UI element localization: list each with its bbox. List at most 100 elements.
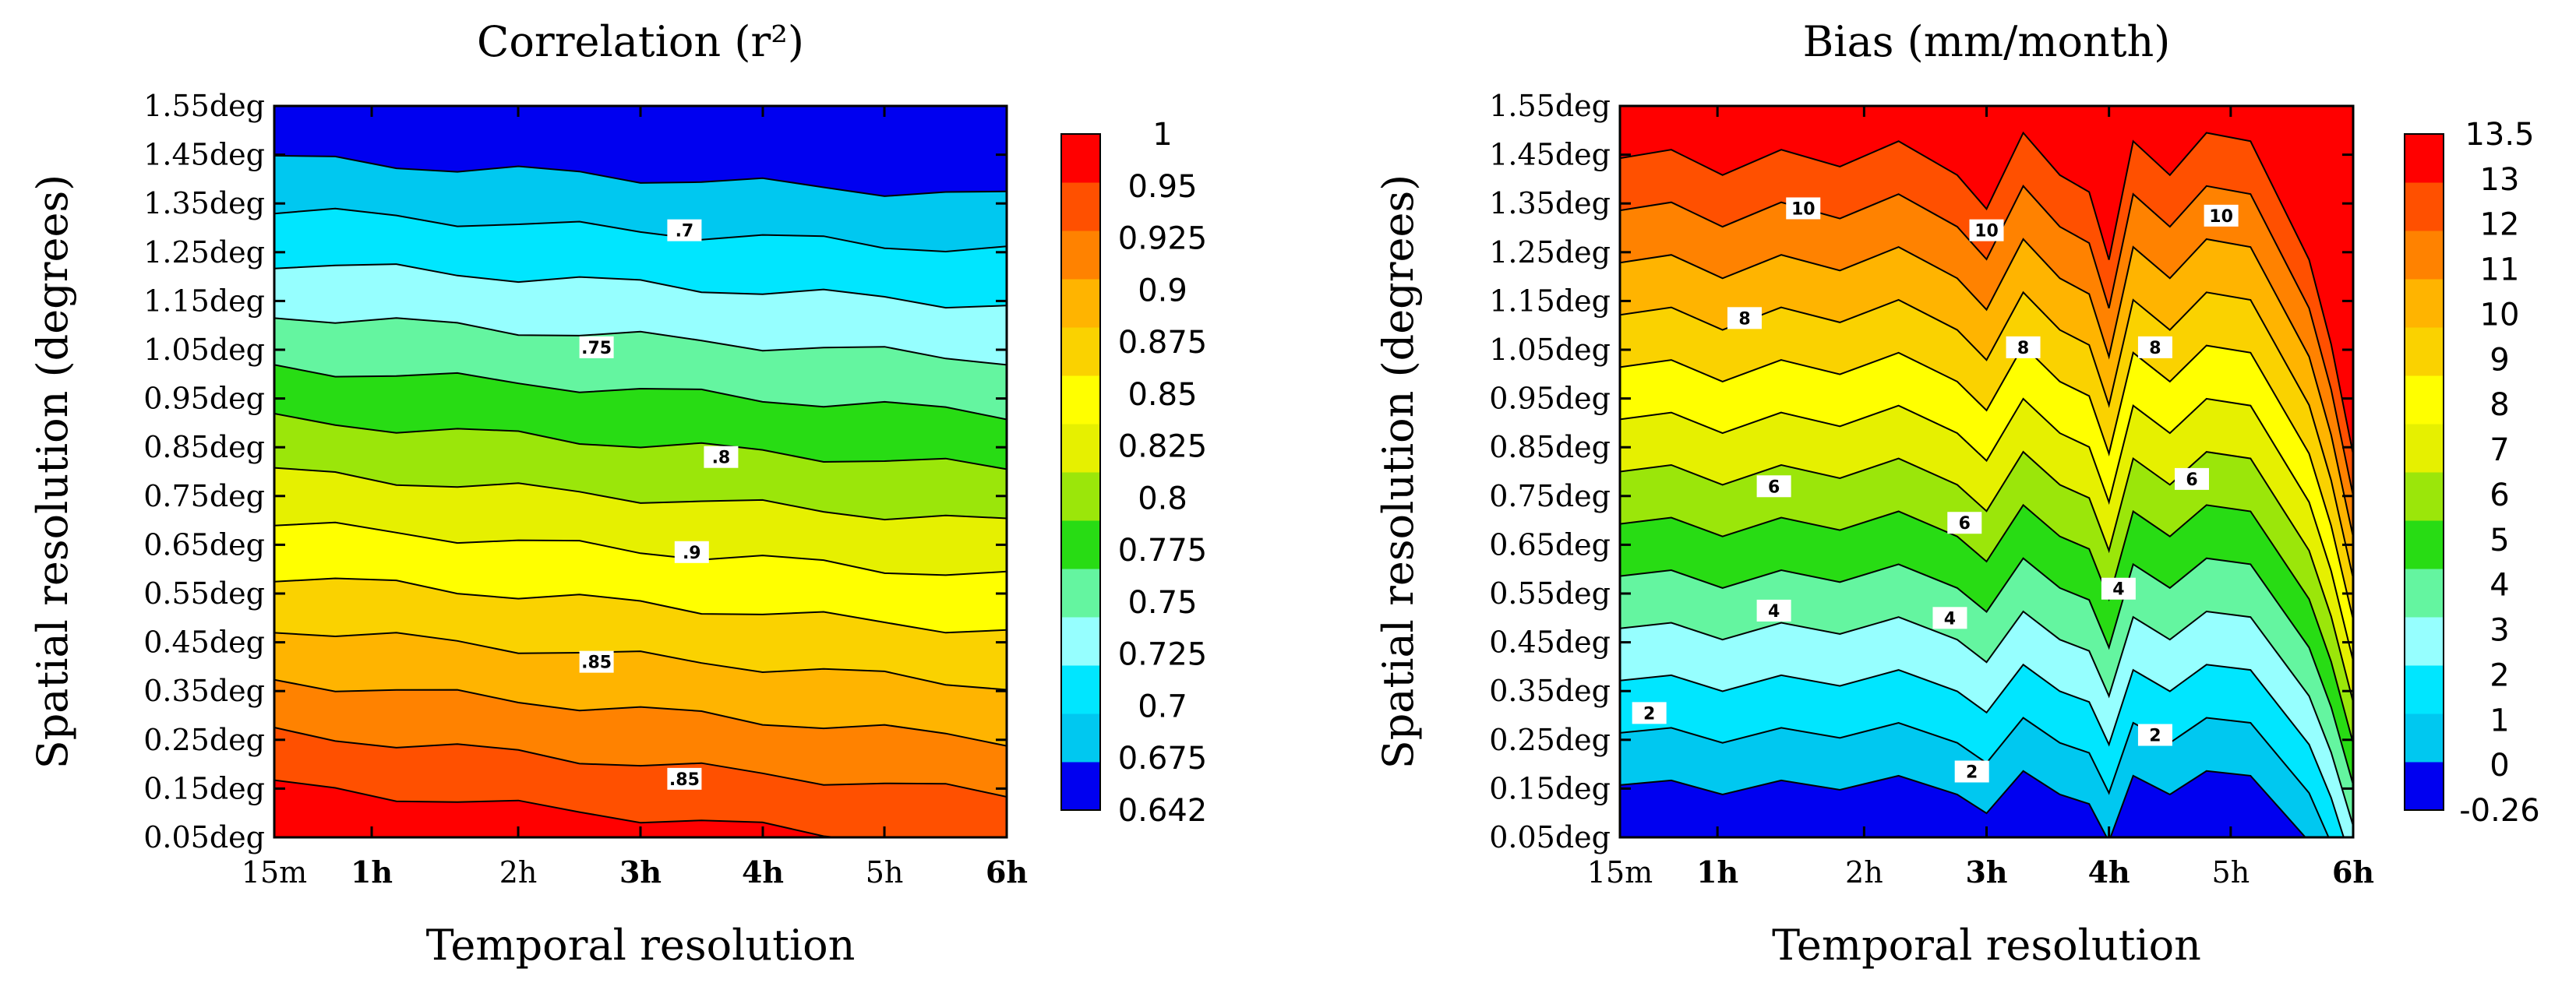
y-tick-label: 0.55deg <box>1489 576 1611 611</box>
colorbar-label: 13 <box>2480 162 2520 198</box>
colorbar-swatch <box>1061 713 1100 763</box>
contour-line <box>1620 717 2330 837</box>
contour-band <box>274 365 1007 470</box>
contour-label-bg <box>2137 336 2172 358</box>
y-tick-label: 0.95deg <box>1489 382 1611 416</box>
y-tick-label: 0.35deg <box>143 674 265 708</box>
colorbar-swatch <box>2405 713 2444 763</box>
x-axis-label: Temporal resolution <box>1772 921 2201 970</box>
contour-label-bg <box>2174 467 2209 490</box>
contour-label-bg <box>2101 577 2136 600</box>
y-tick-label: 1.05deg <box>1489 333 1611 367</box>
contour-label-bg <box>667 219 702 241</box>
contour-label: 6 <box>1768 477 1780 497</box>
contour-label-bg <box>579 336 614 358</box>
contour-label-bg <box>1786 197 1821 220</box>
contour-line <box>1620 131 2353 455</box>
contour-line <box>1620 610 2353 826</box>
colorbar-swatch <box>1061 520 1100 569</box>
colorbar-label: 8 <box>2490 387 2509 423</box>
contour-line <box>274 467 1007 521</box>
x-tick-label: 6h <box>2332 854 2374 890</box>
x-tick-label: 3h <box>1965 854 2007 890</box>
x-tick-label: 15m <box>1587 855 1653 890</box>
y-tick-label: 1.55deg <box>143 89 265 123</box>
colorbar-label: 1 <box>2490 703 2509 738</box>
contour-line <box>274 678 1007 747</box>
contour-band <box>274 318 1007 420</box>
contour-label: .9 <box>683 544 701 563</box>
colorbar-label: 9 <box>2490 342 2509 378</box>
colorbar-swatch <box>2405 327 2444 376</box>
colorbar-swatch <box>1061 617 1100 666</box>
contour-line <box>274 364 1007 421</box>
colorbar-swatch <box>2405 472 2444 521</box>
colorbar-label: 0.725 <box>1118 637 1208 673</box>
contour-line <box>274 413 1007 470</box>
contour-label: 10 <box>2209 207 2233 227</box>
contour-label-bg <box>1954 760 1989 783</box>
contour-label: 2 <box>2149 727 2161 746</box>
y-tick-label: 0.85deg <box>1489 430 1611 464</box>
contour-band <box>274 106 1007 196</box>
contour-label: 2 <box>1643 704 1655 724</box>
contour-fills <box>274 106 1007 837</box>
contour-label: .85 <box>581 654 612 673</box>
colorbar-swatch <box>2405 762 2444 811</box>
colorbar-swatch <box>2405 665 2444 714</box>
x-tick-label: 2h <box>1845 855 1883 890</box>
y-tick-label: 1.55deg <box>1489 89 1611 123</box>
contour-band <box>1620 292 2353 620</box>
colorbar-label: 0.875 <box>1118 325 1208 361</box>
contour-label: 10 <box>1791 199 1816 219</box>
contour-band <box>274 208 1007 308</box>
contour-label-bg <box>1727 307 1762 329</box>
y-tick-label: 0.35deg <box>1489 674 1611 708</box>
contour-line <box>274 207 1007 253</box>
colorbar-swatch <box>2405 617 2444 666</box>
y-tick-label: 1.15deg <box>1489 284 1611 318</box>
colorbar-label: 13.5 <box>2465 117 2534 153</box>
y-tick-label: 0.45deg <box>1489 625 1611 660</box>
contour-band <box>1620 345 2353 661</box>
contour-band <box>1620 106 2353 455</box>
contour-label-bg <box>667 767 702 790</box>
y-tick-label: 0.05deg <box>143 820 265 854</box>
colorbar-frame <box>1060 133 1101 811</box>
contour-band <box>1620 132 2353 496</box>
y-tick-label: 1.25deg <box>1489 235 1611 270</box>
contour-line <box>274 779 842 837</box>
colorbar-label: 7 <box>2490 432 2509 468</box>
contour-band <box>274 780 1007 837</box>
y-tick-label: 0.85deg <box>143 430 265 464</box>
contour-band <box>1620 558 2353 826</box>
colorbar-swatch <box>1061 665 1100 714</box>
colorbar-label: 1 <box>1152 117 1172 153</box>
colorbar-swatch <box>2405 520 2444 569</box>
contour-band <box>274 467 1007 576</box>
contour-label-bg <box>674 541 709 563</box>
contour-line <box>1620 397 2353 661</box>
contour-line <box>274 727 1007 798</box>
contour-label: .85 <box>669 770 700 790</box>
colorbar-label: 0 <box>2490 748 2509 784</box>
x-tick-label: 5h <box>866 855 904 890</box>
colorbar-swatch <box>2405 279 2444 328</box>
x-tick-label: 3h <box>619 854 662 890</box>
y-tick-label: 0.05deg <box>1489 820 1611 854</box>
colorbar-swatch <box>1061 279 1100 328</box>
y-tick-label: 0.95deg <box>143 382 265 416</box>
colorbar-swatch <box>1061 327 1100 376</box>
contour-line <box>1620 557 2353 785</box>
contour-band <box>1620 398 2353 703</box>
contour-line <box>1620 291 2353 579</box>
contour-label: 6 <box>1959 514 1971 534</box>
contour-line <box>1620 238 2353 537</box>
y-tick-label: 1.45deg <box>143 138 265 172</box>
colorbar-swatch <box>2405 424 2444 473</box>
contour-line <box>274 317 1007 366</box>
colorbar-swatch <box>2405 231 2444 280</box>
contour-label: 6 <box>2186 470 2197 490</box>
contour-band <box>1620 664 2344 837</box>
